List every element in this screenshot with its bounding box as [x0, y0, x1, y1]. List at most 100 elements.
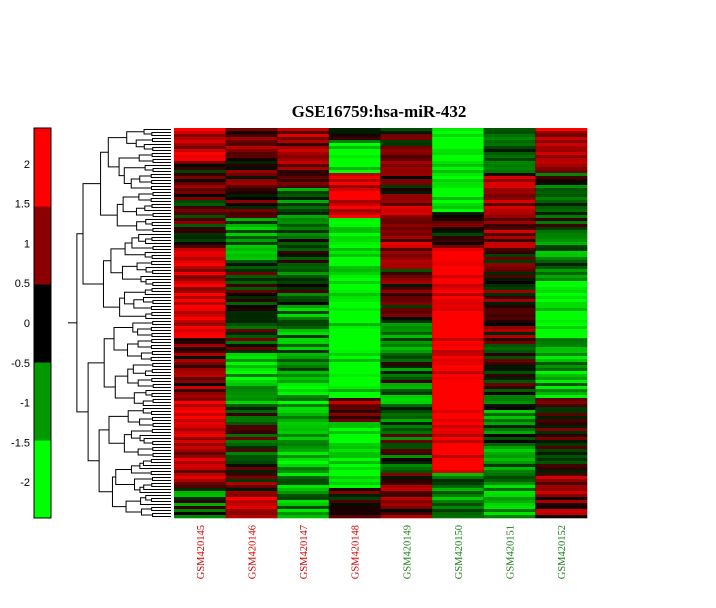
heatmap-cell	[483, 416, 536, 420]
heatmap-cell	[328, 314, 381, 318]
heatmap-cell	[380, 128, 433, 132]
heatmap-cell	[174, 467, 226, 471]
heatmap-cell	[535, 503, 588, 507]
heatmap-cell	[174, 413, 226, 417]
dendrogram-branch	[152, 513, 171, 517]
column-label: GSM420151	[506, 525, 517, 579]
heatmap-cell	[535, 440, 588, 444]
heatmap-cell	[225, 308, 278, 312]
heatmap-cell	[174, 161, 226, 165]
heatmap-cell	[328, 353, 381, 357]
heatmap-cell	[174, 293, 226, 297]
column-label: GSM420152	[557, 525, 568, 579]
heatmap-cell	[174, 350, 226, 354]
heatmap-cell	[225, 464, 278, 468]
heatmap-cell	[174, 485, 226, 489]
heatmap-cell	[174, 362, 226, 366]
heatmap-cell	[535, 152, 588, 156]
heatmap-cell	[225, 428, 278, 432]
heatmap-cell	[277, 320, 330, 324]
heatmap-cell	[225, 176, 278, 180]
heatmap-cell	[277, 380, 330, 384]
heatmap-cell	[380, 413, 433, 417]
heatmap-cell	[432, 185, 485, 189]
heatmap-cell	[277, 317, 330, 321]
heatmap-cell	[380, 365, 433, 369]
heatmap-cell	[380, 341, 433, 345]
heatmap-cell	[174, 353, 226, 357]
heatmap-cell	[432, 365, 485, 369]
heatmap-cell	[328, 317, 381, 321]
heatmap-cell	[277, 371, 330, 375]
heatmap-cell	[380, 185, 433, 189]
heatmap-cell	[225, 506, 278, 510]
heatmap-cell	[535, 344, 588, 348]
heatmap-cell	[174, 512, 226, 516]
heatmap-cell	[225, 143, 278, 147]
heatmap-cell	[225, 458, 278, 462]
heatmap-cell	[328, 341, 381, 345]
heatmap-cell	[328, 254, 381, 258]
heatmap-cell	[174, 188, 226, 192]
colorbar-tick-label: -1.5	[11, 437, 30, 449]
dendrogram-branch	[132, 364, 153, 374]
heatmap-cell	[483, 464, 536, 468]
heatmap-cell	[535, 449, 588, 453]
heatmap-cell	[432, 128, 485, 132]
heatmap-cell	[277, 239, 330, 243]
heatmap-cell	[380, 404, 433, 408]
heatmap-cell	[432, 302, 485, 306]
heatmap-cell	[535, 134, 588, 138]
heatmap-cell	[174, 317, 226, 321]
heatmap-cell	[535, 248, 588, 252]
heatmap-cell	[380, 383, 433, 387]
heatmap-cell	[380, 302, 433, 306]
heatmap-cell	[483, 143, 536, 147]
heatmap-cell	[380, 266, 433, 270]
heatmap-cell	[535, 302, 588, 306]
heatmap-cell	[432, 143, 485, 147]
heatmap-cell	[174, 458, 226, 462]
heatmap-cell	[174, 158, 226, 162]
heatmap-cell	[483, 155, 536, 159]
heatmap-cell	[174, 509, 226, 513]
heatmap-cell	[174, 245, 226, 249]
heatmap-cell	[483, 410, 536, 414]
dendrogram-branch	[151, 507, 171, 511]
heatmap-cell	[535, 323, 588, 327]
heatmap-cell	[432, 467, 485, 471]
heatmap-cell	[535, 353, 588, 357]
heatmap-cell	[432, 335, 485, 339]
heatmap-cell	[535, 284, 588, 288]
heatmap-cell	[174, 305, 226, 309]
heatmap-cell	[174, 314, 226, 318]
heatmap-cell	[328, 149, 381, 153]
heatmap-cell	[483, 242, 536, 246]
heatmap-cell	[174, 503, 226, 507]
dendrogram-branch	[151, 132, 171, 136]
heatmap-cell	[174, 128, 226, 132]
heatmap-cell	[174, 179, 226, 183]
heatmap-cell	[380, 431, 433, 435]
heatmap-cell	[225, 299, 278, 303]
heatmap-cell	[432, 236, 485, 240]
colorbar-tick-label: 2	[24, 159, 30, 171]
heatmap-cell	[328, 170, 381, 174]
heatmap-cell	[483, 167, 536, 171]
heatmap-cell	[174, 425, 226, 429]
dendrogram-branch	[151, 369, 171, 373]
heatmap-cell	[225, 242, 278, 246]
heatmap-cell	[277, 134, 330, 138]
heatmap-cell	[328, 293, 381, 297]
heatmap-cell	[328, 269, 381, 273]
heatmap-cell	[225, 140, 278, 144]
heatmap-cell	[380, 344, 433, 348]
heatmap-cell	[277, 308, 330, 312]
heatmap-cell	[483, 425, 536, 429]
heatmap-cell	[225, 488, 278, 492]
heatmap-cell	[328, 302, 381, 306]
heatmap-cell	[225, 266, 278, 270]
heatmap-cell	[328, 464, 381, 468]
heatmap-cell	[328, 245, 381, 249]
heatmap-cell	[380, 422, 433, 426]
